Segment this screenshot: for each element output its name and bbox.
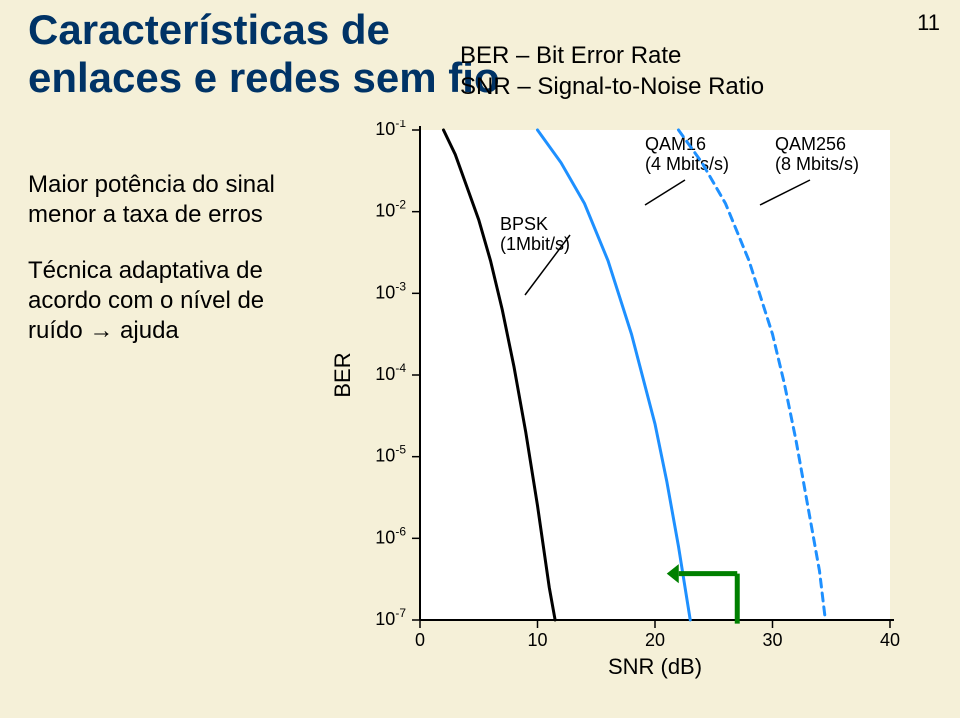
svg-text:10: 10 bbox=[527, 630, 547, 650]
note-adaptativa: Técnica adaptativa de acordo com o nível… bbox=[28, 256, 318, 346]
title-line1: Características de bbox=[28, 6, 390, 53]
svg-text:10-3: 10-3 bbox=[375, 279, 406, 302]
acronym-legend: BER – Bit Error Rate SNR – Signal-to-Noi… bbox=[460, 40, 764, 102]
svg-text:(8 Mbits/s): (8 Mbits/s) bbox=[775, 154, 859, 174]
svg-text:30: 30 bbox=[762, 630, 782, 650]
svg-text:10-6: 10-6 bbox=[375, 524, 406, 547]
svg-text:(1Mbit/s): (1Mbit/s) bbox=[500, 234, 570, 254]
note-potencia: Maior potência do sinal menor a taxa de … bbox=[28, 170, 318, 230]
snr-acronym: SNR – Signal-to-Noise Ratio bbox=[460, 71, 764, 102]
svg-text:QAM256: QAM256 bbox=[775, 134, 846, 154]
svg-text:40: 40 bbox=[880, 630, 900, 650]
svg-text:(4 Mbits/s): (4 Mbits/s) bbox=[645, 154, 729, 174]
svg-text:10-4: 10-4 bbox=[375, 361, 406, 384]
svg-text:SNR (dB): SNR (dB) bbox=[608, 654, 702, 679]
svg-text:0: 0 bbox=[415, 630, 425, 650]
svg-text:10-1: 10-1 bbox=[375, 120, 406, 139]
svg-text:10-2: 10-2 bbox=[375, 198, 406, 221]
page-number: 11 bbox=[917, 10, 940, 36]
ber-snr-chart: 0 10 20 30 40 10-1 10-2 10-3 10-4 10-5 10-6 10-7 SNR… bbox=[330, 120, 930, 700]
slide-title: Características de enlaces e redes sem f… bbox=[28, 6, 500, 103]
ber-acronym: BER – Bit Error Rate bbox=[460, 40, 764, 71]
svg-text:20: 20 bbox=[645, 630, 665, 650]
svg-text:BER: BER bbox=[330, 352, 355, 397]
svg-text:10-7: 10-7 bbox=[375, 606, 406, 629]
svg-text:QAM16: QAM16 bbox=[645, 134, 706, 154]
chart-svg: 0 10 20 30 40 10-1 10-2 10-3 10-4 10-5 10-6 10-7 SNR… bbox=[330, 120, 930, 700]
svg-text:BPSK: BPSK bbox=[500, 214, 548, 234]
left-notes: Maior potência do sinal menor a taxa de … bbox=[28, 170, 318, 372]
title-line2: enlaces e redes sem fio bbox=[28, 54, 500, 101]
svg-text:10-5: 10-5 bbox=[375, 443, 406, 466]
